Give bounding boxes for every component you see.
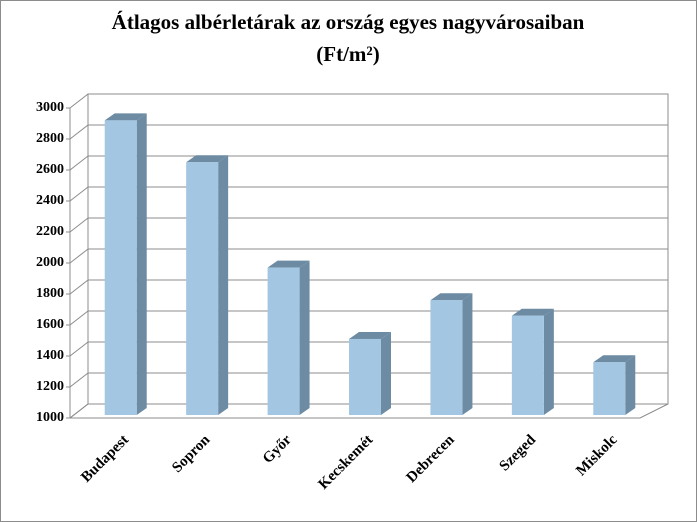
y-tick-label: 3000 (36, 100, 64, 115)
bar (511, 315, 544, 415)
bar-side (299, 260, 310, 415)
y-tick-label: 1200 (36, 379, 64, 394)
grid-line (69, 279, 89, 295)
bar (104, 120, 137, 416)
bar-side (218, 155, 229, 415)
grid-line (69, 217, 89, 233)
bar-side (625, 355, 636, 415)
grid-line (69, 403, 89, 419)
y-tick-label: 2400 (36, 193, 64, 208)
y-tick-label: 1600 (36, 317, 64, 332)
bar-top (186, 155, 229, 163)
grid-line (69, 93, 89, 109)
grid-line (69, 248, 89, 264)
bar (267, 267, 300, 415)
bar-top (267, 260, 310, 268)
y-tick-label: 2200 (36, 224, 64, 239)
bar-top (104, 113, 147, 121)
grid-line (69, 341, 89, 357)
y-tick-label: 1000 (36, 410, 64, 425)
grid-line (69, 310, 89, 326)
bar-top (430, 293, 473, 301)
chart-title: (Ft/m²) (316, 42, 379, 66)
grid-line (69, 155, 89, 171)
y-tick-label: 2800 (36, 131, 64, 146)
bar (593, 362, 626, 415)
bar-side (543, 308, 554, 415)
chart-title: Átlagos albérletárak az ország egyes nag… (112, 10, 585, 34)
grid-line (69, 124, 89, 140)
y-tick-label: 1400 (36, 348, 64, 363)
bar-side (381, 331, 391, 415)
y-tick-label: 1800 (36, 286, 64, 301)
bar (349, 338, 381, 415)
y-tick-label: 2000 (36, 255, 64, 270)
bar-top (349, 331, 391, 339)
grid-line (69, 186, 89, 202)
bar-top (593, 355, 636, 363)
grid-line (69, 372, 89, 388)
y-tick-label: 2600 (36, 162, 64, 177)
bar (186, 162, 219, 415)
bar (430, 300, 463, 415)
bar-side (462, 293, 473, 415)
bar-side (136, 113, 147, 416)
bar-top (511, 308, 554, 316)
